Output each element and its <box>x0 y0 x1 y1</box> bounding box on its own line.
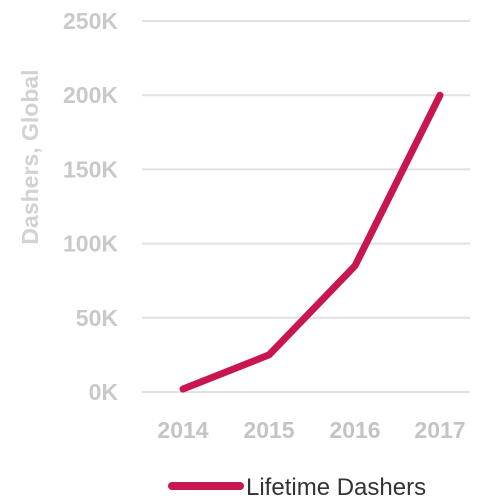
y-tick-label: 0K <box>89 379 119 405</box>
legend-label: Lifetime Dashers <box>246 474 426 499</box>
gridlines <box>142 20 470 393</box>
y-axis-ticks: 0K 50K 100K 150K 200K 250K <box>63 8 118 405</box>
y-tick-label: 150K <box>63 156 118 182</box>
x-axis-ticks: 2014 2015 2016 2017 <box>157 417 465 443</box>
x-tick-label: 2016 <box>329 417 380 443</box>
x-tick-label: 2017 <box>414 417 465 443</box>
y-tick-label: 100K <box>63 231 118 257</box>
y-tick-label: 250K <box>63 8 118 34</box>
series-line-lifetime-dashers <box>179 91 444 393</box>
y-axis-label: Dashers, Global <box>17 69 43 244</box>
series <box>179 91 444 393</box>
x-tick-label: 2014 <box>157 417 208 443</box>
legend: Lifetime Dashers <box>168 474 426 499</box>
y-tick-label: 200K <box>63 82 118 108</box>
x-tick-label: 2015 <box>243 417 294 443</box>
y-tick-label: 50K <box>76 305 119 331</box>
